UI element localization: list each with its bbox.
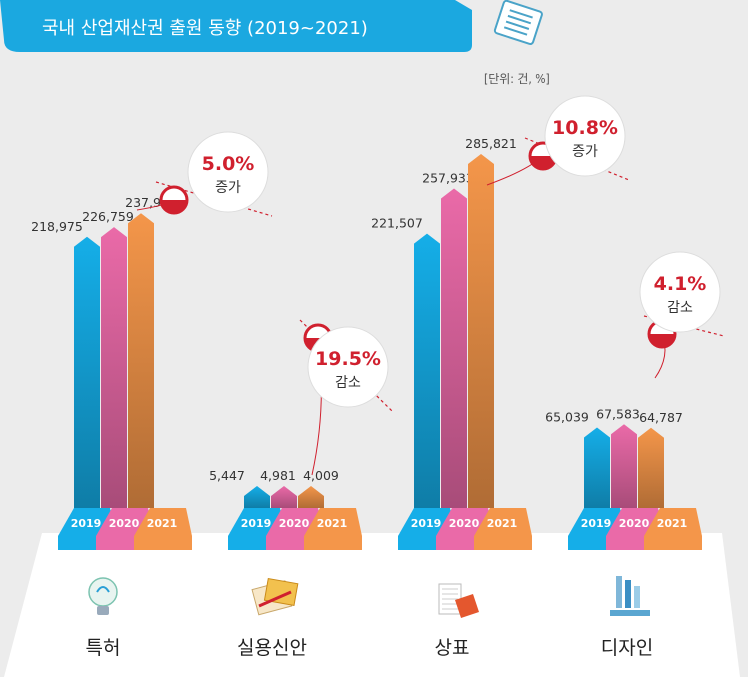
bar-디자인-2021 [638, 427, 664, 508]
year-label: 2021 [317, 517, 348, 530]
year-label: 2019 [581, 517, 612, 530]
change-direction: 증가 [215, 180, 241, 196]
year-label: 2019 [411, 517, 442, 530]
value-label: 65,039 [545, 409, 589, 424]
year-label: 2021 [657, 517, 688, 530]
change-direction: 감소 [667, 300, 693, 316]
year-label: 2019 [71, 517, 102, 530]
bar-실용신안-2019 [244, 486, 270, 508]
bar-특허-2020 [101, 227, 127, 508]
value-label: 226,759 [82, 209, 134, 224]
change-bubble [187, 131, 269, 213]
category-label-design: 디자인 [600, 637, 654, 659]
year-label: 2020 [619, 517, 650, 530]
year-plate [474, 508, 532, 550]
value-label: 285,821 [465, 136, 517, 151]
page-title: 국내 산업재산권 출원 동향 (2019~2021) [42, 18, 368, 39]
category-label-trademark: 상표 [434, 637, 470, 659]
year-label: 2019 [241, 517, 272, 530]
value-label: 4,981 [260, 468, 296, 483]
change-percent: 10.8% [552, 117, 618, 139]
document-icon [493, 0, 543, 45]
year-plate [644, 508, 702, 550]
value-label: 64,787 [639, 410, 683, 425]
change-percent: 5.0% [202, 153, 255, 175]
change-percent: 19.5% [315, 348, 381, 370]
change-bubble [544, 95, 626, 177]
marker-half [161, 200, 187, 213]
category-panel [4, 533, 740, 677]
bar-디자인-2019 [584, 427, 610, 508]
year-label: 2020 [279, 517, 310, 530]
value-label: 67,583 [596, 406, 640, 421]
category-label-utility-model: 실용신안 [237, 637, 307, 659]
change-direction: 감소 [335, 375, 361, 391]
value-label: 257,933 [422, 171, 474, 186]
change-bubble [307, 326, 389, 408]
light-bulb-icon [88, 577, 118, 615]
change-direction: 증가 [572, 144, 598, 160]
value-label: 221,507 [371, 216, 423, 231]
unit-label: [단위: 건, %] [484, 72, 550, 86]
bar-상표-2020 [441, 188, 467, 508]
year-label: 2020 [109, 517, 140, 530]
year-label: 2021 [487, 517, 518, 530]
title-bar [0, 0, 472, 52]
change-bubble [639, 251, 721, 333]
year-label: 2021 [147, 517, 178, 530]
year-plate [304, 508, 362, 550]
change-percent: 4.1% [654, 273, 707, 295]
marker-half [649, 334, 675, 347]
category-label-patent: 특허 [85, 637, 121, 659]
bar-특허-2019 [74, 236, 100, 509]
value-label: 5,447 [209, 468, 245, 483]
year-label: 2020 [449, 517, 480, 530]
value-label: 218,975 [31, 219, 83, 234]
bar-실용신안-2021 [298, 486, 324, 508]
bar-상표-2019 [414, 233, 440, 509]
bar-실용신안-2020 [271, 486, 297, 508]
year-plate [134, 508, 192, 550]
blueprint-icon [251, 577, 299, 616]
bar-디자인-2020 [611, 424, 637, 508]
value-label: 4,009 [303, 468, 339, 483]
bar-특허-2021 [128, 213, 154, 508]
bar-상표-2021 [468, 154, 494, 508]
marker-half [530, 156, 556, 169]
design-tools-icon [610, 576, 650, 616]
price-tag-icon [438, 583, 479, 618]
